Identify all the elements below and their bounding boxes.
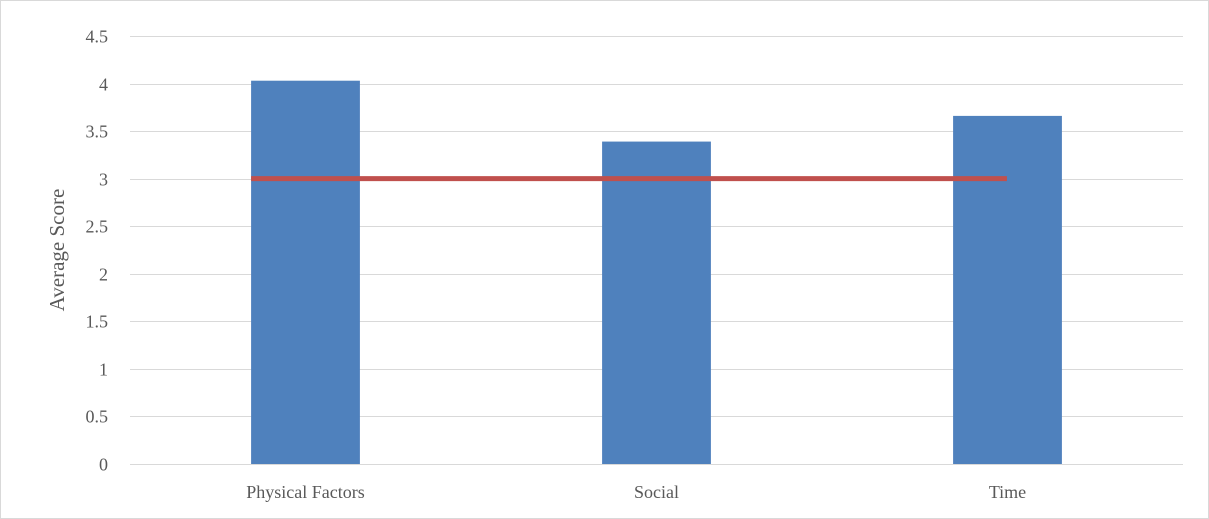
y-tick-label: 4.5 <box>86 27 109 47</box>
y-tick-label: 0.5 <box>86 407 109 427</box>
y-tick-label: 2 <box>99 265 108 285</box>
y-axis-title: Average Score <box>45 189 69 312</box>
y-tick-label: 1 <box>99 360 108 380</box>
x-category-label: Social <box>634 482 679 502</box>
bar-time <box>953 115 1062 464</box>
y-tick-label: 1.5 <box>86 312 109 332</box>
y-tick-label: 2.5 <box>86 217 109 237</box>
y-tick-label: 4 <box>99 75 108 95</box>
x-axis-labels: Physical Factors Social Time <box>246 482 1026 502</box>
y-tick-label: 0 <box>99 455 108 475</box>
y-axis-ticks: 0 0.5 1 1.5 2 2.5 3 3.5 4 4.5 <box>86 27 109 475</box>
x-category-label: Time <box>989 482 1026 502</box>
bar-social <box>602 141 711 464</box>
bars <box>251 80 1062 465</box>
y-tick-label: 3.5 <box>86 122 109 142</box>
bar-physical-factors <box>251 80 360 465</box>
y-tick-label: 3 <box>99 170 108 190</box>
x-category-label: Physical Factors <box>246 482 365 502</box>
